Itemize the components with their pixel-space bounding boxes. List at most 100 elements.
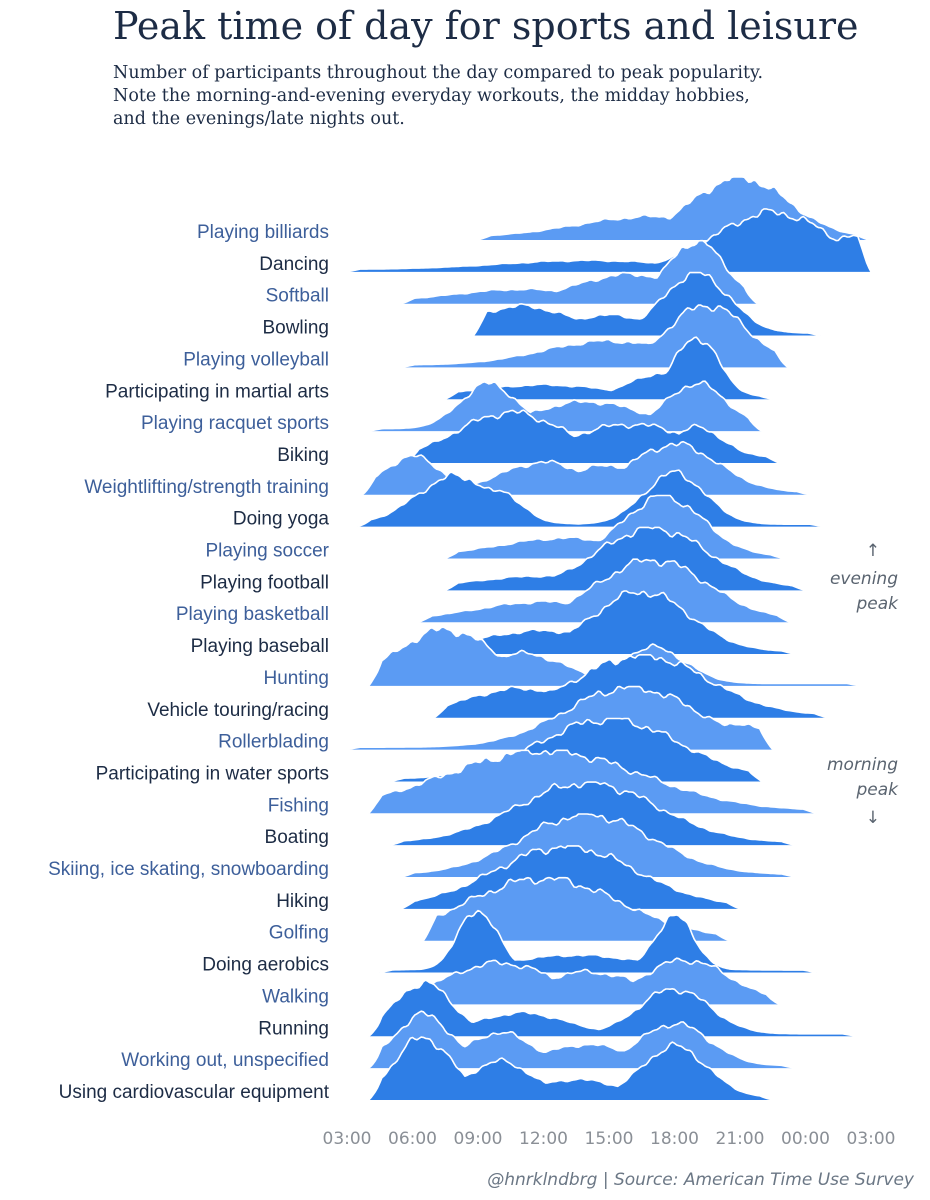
series-label: Playing racquet sports (141, 413, 329, 434)
series-label: Skiing, ice skating, snowboarding (48, 859, 329, 880)
ridge-area (445, 337, 773, 400)
ridge-outline (401, 239, 758, 305)
x-tick-label: 12:00 (519, 1129, 568, 1149)
series-label: Playing volleyball (183, 349, 329, 370)
ridge-19 (390, 781, 795, 846)
ridges-layer (346, 176, 872, 1101)
ridge-2 (401, 239, 758, 305)
ridge-outline (444, 494, 784, 560)
ridge-outline (401, 304, 789, 369)
x-tick-label: 00:00 (781, 1129, 830, 1149)
ridge-area (390, 718, 762, 782)
x-tick-label: 06:00 (388, 1129, 437, 1149)
series-label: Participating in martial arts (105, 381, 329, 402)
x-tick-label: 18:00 (650, 1129, 699, 1149)
x-tick-label: 09:00 (454, 1129, 503, 1149)
ridge-23 (379, 909, 817, 974)
chart-title: Peak time of day for sports and leisure (113, 4, 859, 48)
ridge-outline (379, 909, 817, 974)
ridge-area (357, 470, 823, 527)
series-label: Biking (277, 445, 329, 466)
series-label: Walking (262, 986, 329, 1007)
morning-peak-line1: morning (827, 755, 898, 775)
ridge-11 (444, 526, 806, 592)
ridge-9 (357, 469, 824, 528)
ridge-outline (368, 1010, 795, 1069)
series-label: Doing aerobics (202, 955, 329, 976)
chart-subtitle: Number of participants throughout the da… (113, 62, 873, 131)
subtitle-line-1: Number of participants throughout the da… (113, 63, 764, 83)
ridge-area (401, 814, 795, 877)
source-credit: @hnrklndbrg | Source: American Time Use … (487, 1170, 914, 1190)
morning-arrow: ↓ (866, 808, 880, 828)
ridge-outline (405, 409, 780, 464)
series-label: Participating in water sports (96, 763, 329, 784)
ridgeline-chart: Playing billiards Dancing Softball Bowling P… (48, 176, 899, 1149)
evening-arrow: ↑ (866, 541, 880, 561)
ridge-25 (368, 979, 856, 1038)
series-label: Dancing (259, 254, 329, 275)
ridge-area (390, 782, 795, 846)
series-label: Vehicle touring/racing (147, 700, 329, 721)
ridge-outline (368, 380, 763, 432)
ridge-outline (477, 176, 870, 241)
series-label: Rollerblading (218, 732, 329, 753)
ridge-outline (472, 271, 821, 337)
ridge-outline (401, 813, 795, 878)
x-tick-label: 03:00 (323, 1129, 372, 1149)
series-label: Fishing (268, 795, 329, 816)
series-label: Bowling (262, 318, 329, 339)
ridge-outline (346, 685, 774, 751)
series-label: Playing billiards (197, 222, 329, 243)
ridge-outline (368, 1036, 774, 1101)
ridge-6 (368, 380, 763, 432)
series-label: Boating (265, 827, 329, 848)
ridge-1 (346, 208, 872, 273)
series-label: Softball (266, 286, 329, 307)
ridge-area (368, 627, 861, 686)
series-label: Golfing (269, 923, 329, 944)
series-label: Weightlifting/strength training (84, 477, 329, 498)
ridge-area (401, 240, 758, 304)
ridge-4 (401, 304, 789, 369)
ridge-outline (357, 469, 824, 528)
series-label: Running (258, 1018, 329, 1039)
ridge-outline (390, 781, 795, 846)
ridge-area (368, 1037, 773, 1100)
x-tick-label: 15:00 (585, 1129, 634, 1149)
ridge-area (368, 980, 856, 1037)
series-label: Playing basketball (176, 604, 329, 625)
ridge-outline (390, 957, 780, 1006)
ridge-20 (401, 813, 795, 878)
annotations-layer: ↑ evening peak morning peak ↓ (827, 541, 899, 828)
ridge-area (419, 559, 791, 623)
x-tick-label: 03:00 (847, 1129, 896, 1149)
series-label: Hunting (264, 668, 330, 689)
series-label: Playing baseball (191, 636, 329, 657)
ridge-outline (368, 749, 817, 815)
ridge-outline (433, 654, 828, 719)
series-label: Using cardiovascular equipment (59, 1082, 330, 1103)
ridge-area (423, 877, 730, 941)
series-label: Working out, unspecified (121, 1050, 329, 1071)
series-label: Hiking (276, 891, 329, 912)
ridge-area (368, 381, 762, 432)
x-tick-label: 21:00 (716, 1129, 765, 1149)
series-labels-layer: Playing billiards Dancing Softball Bowling P… (48, 222, 330, 1103)
ridge-8 (361, 440, 811, 496)
evening-peak-line1: evening (830, 569, 898, 589)
ridge-area (362, 441, 810, 495)
ridge-area (445, 527, 806, 591)
ridge-12 (418, 558, 791, 623)
evening-peak-line2: peak (855, 594, 899, 614)
x-axis-ticks: 03:00 06:00 09:00 12:00 15:00 18:00 21:00 00:00… (323, 1129, 896, 1149)
subtitle-line-3: and the evenings/late nights out. (113, 109, 405, 129)
ridge-outline (418, 558, 791, 623)
series-label: Playing soccer (205, 541, 329, 562)
ridge-area (412, 591, 795, 655)
ridge-outline (346, 208, 872, 273)
ridge-outline (368, 979, 856, 1038)
ridge-27 (368, 1036, 774, 1101)
series-label: Doing yoga (233, 509, 330, 530)
subtitle-line-2: Note the morning-and-evening everyday wo… (113, 86, 750, 106)
